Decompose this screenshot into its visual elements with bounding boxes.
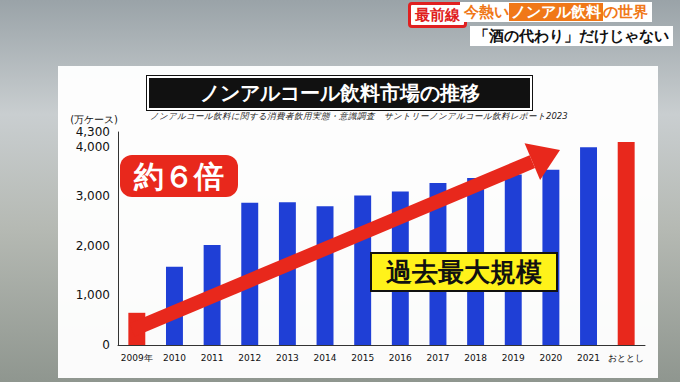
svg-text:2021: 2021 <box>577 353 600 363</box>
svg-text:2014: 2014 <box>314 353 337 363</box>
html-text:最前線 今熱いノンアル飲料の世界: 最前線 今熱いノンアル飲料の世界 <box>415 3 648 24</box>
svg-text:3,000: 3,000 <box>76 189 110 203</box>
html-text:ノンアルコール飲料市場の推移: ノンアルコール飲料市場の推移 <box>199 81 480 105</box>
svg-text:1,000: 1,000 <box>76 288 110 302</box>
svg-text:2012: 2012 <box>238 353 261 363</box>
svg-text:約６倍: 約６倍 <box>133 159 224 194</box>
svg-text:2009年: 2009年 <box>121 353 153 363</box>
svg-text:過去最大規模: 過去最大規模 <box>386 257 542 287</box>
svg-text:2011: 2011 <box>201 353 224 363</box>
svg-text:4,000: 4,000 <box>76 140 110 154</box>
svg-text:2015: 2015 <box>351 353 374 363</box>
html-text:ノンアルコール飲料に関する消費者飲用実態・意識調査 サントリ: ノンアルコール飲料に関する消費者飲用実態・意識調査 サントリーノンアルコール飲料… <box>150 111 568 121</box>
svg-text:2018: 2018 <box>464 353 487 363</box>
svg-text:2020: 2020 <box>539 353 562 363</box>
svg-text:(万ケース): (万ケース) <box>70 114 118 125</box>
html-text:「酒の代わり」だけじゃない: 「酒の代わり」だけじゃない <box>474 27 669 45</box>
svg-text:2,000: 2,000 <box>76 239 110 253</box>
svg-text:2016: 2016 <box>389 353 412 363</box>
svg-text:2017: 2017 <box>427 353 450 363</box>
svg-text:4,300: 4,300 <box>76 125 110 139</box>
svg-text:おととし: おととし <box>608 353 644 363</box>
svg-text:2010: 2010 <box>163 353 186 363</box>
svg-text:2019: 2019 <box>502 353 525 363</box>
svg-text:0: 0 <box>102 338 110 352</box>
svg-text:2013: 2013 <box>276 353 299 363</box>
